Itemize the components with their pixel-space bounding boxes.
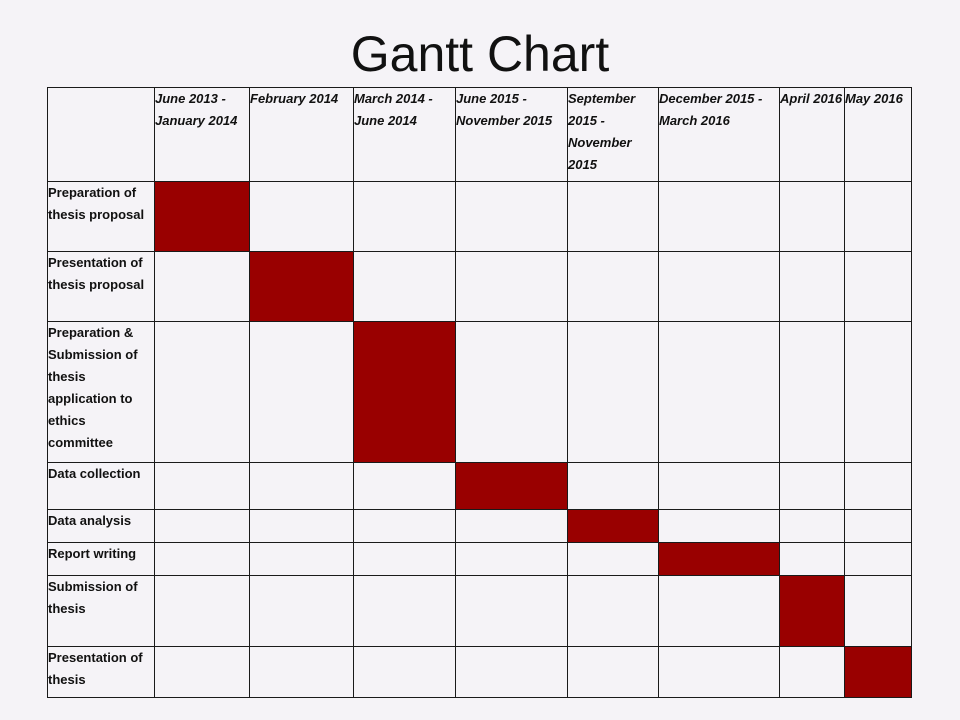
schedule-cell [658, 181, 780, 252]
task-label: Report writing [47, 542, 155, 576]
task-label: Data collection [47, 462, 155, 510]
header-row: June 2013 - January 2014 February 2014 M… [47, 87, 912, 182]
scheduled-bar [567, 509, 659, 543]
schedule-cell [779, 181, 845, 252]
schedule-cell [249, 321, 354, 463]
period-header: February 2014 [249, 87, 354, 182]
schedule-cell [154, 462, 250, 510]
task-row: Presentation of thesis proposal [47, 251, 912, 322]
schedule-cell [779, 462, 845, 510]
schedule-cell [154, 575, 250, 647]
schedule-cell [249, 542, 354, 576]
schedule-cell [567, 251, 659, 322]
schedule-cell [154, 251, 250, 322]
scheduled-bar [455, 462, 568, 510]
schedule-cell [658, 462, 780, 510]
schedule-cell [567, 181, 659, 252]
schedule-cell [353, 646, 456, 698]
schedule-cell [658, 575, 780, 647]
schedule-cell [249, 575, 354, 647]
schedule-cell [249, 462, 354, 510]
schedule-cell [353, 542, 456, 576]
period-header: June 2013 - January 2014 [154, 87, 250, 182]
schedule-cell [154, 646, 250, 698]
schedule-cell [567, 575, 659, 647]
task-row: Data analysis [47, 509, 912, 543]
schedule-cell [844, 575, 912, 647]
task-label: Submission of thesis [47, 575, 155, 647]
schedule-cell [154, 321, 250, 463]
task-row: Data collection [47, 462, 912, 510]
scheduled-bar [154, 181, 250, 252]
schedule-cell [844, 181, 912, 252]
schedule-cell [658, 321, 780, 463]
schedule-cell [658, 509, 780, 543]
schedule-cell [658, 251, 780, 322]
schedule-cell [844, 542, 912, 576]
schedule-cell [353, 509, 456, 543]
schedule-cell [567, 462, 659, 510]
task-row: Presentation of thesis [47, 646, 912, 698]
schedule-cell [567, 542, 659, 576]
task-label: Preparation & Submission of thesis appli… [47, 321, 155, 463]
scheduled-bar [353, 321, 456, 463]
period-header: May 2016 [844, 87, 912, 182]
schedule-cell [658, 646, 780, 698]
schedule-cell [455, 181, 568, 252]
schedule-cell [779, 509, 845, 543]
task-row: Report writing [47, 542, 912, 576]
task-label: Data analysis [47, 509, 155, 543]
schedule-cell [249, 181, 354, 252]
schedule-cell [455, 575, 568, 647]
schedule-cell [567, 646, 659, 698]
schedule-cell [779, 646, 845, 698]
task-label: Preparation of thesis proposal [47, 181, 155, 252]
schedule-cell [455, 251, 568, 322]
task-label: Presentation of thesis proposal [47, 251, 155, 322]
schedule-cell [154, 542, 250, 576]
period-header: December 2015 - March 2016 [658, 87, 780, 182]
scheduled-bar [779, 575, 845, 647]
period-header: September 2015 - November 2015 [567, 87, 659, 182]
schedule-cell [249, 646, 354, 698]
schedule-cell [154, 509, 250, 543]
gantt-table: June 2013 - January 2014 February 2014 M… [47, 87, 912, 698]
schedule-cell [779, 251, 845, 322]
schedule-cell [844, 321, 912, 463]
schedule-cell [353, 575, 456, 647]
task-row: Preparation & Submission of thesis appli… [47, 321, 912, 463]
page-title: Gantt Chart [350, 26, 610, 82]
scheduled-bar [658, 542, 780, 576]
schedule-cell [353, 251, 456, 322]
scheduled-bar [844, 646, 912, 698]
schedule-cell [353, 462, 456, 510]
schedule-cell [249, 509, 354, 543]
schedule-cell [844, 462, 912, 510]
task-label: Presentation of thesis [47, 646, 155, 698]
period-header: April 2016 [779, 87, 845, 182]
schedule-cell [455, 321, 568, 463]
schedule-cell [844, 509, 912, 543]
period-header: March 2014 - June 2014 [353, 87, 456, 182]
scheduled-bar [249, 251, 354, 322]
task-rows: Preparation of thesis proposal Presentat… [47, 181, 912, 698]
schedule-cell [844, 251, 912, 322]
schedule-cell [567, 321, 659, 463]
corner-cell [47, 87, 155, 182]
task-row: Submission of thesis [47, 575, 912, 647]
schedule-cell [779, 321, 845, 463]
schedule-cell [455, 542, 568, 576]
period-header: June 2015 - November 2015 [455, 87, 568, 182]
schedule-cell [779, 542, 845, 576]
schedule-cell [455, 646, 568, 698]
schedule-cell [353, 181, 456, 252]
schedule-cell [455, 509, 568, 543]
task-row: Preparation of thesis proposal [47, 181, 912, 252]
